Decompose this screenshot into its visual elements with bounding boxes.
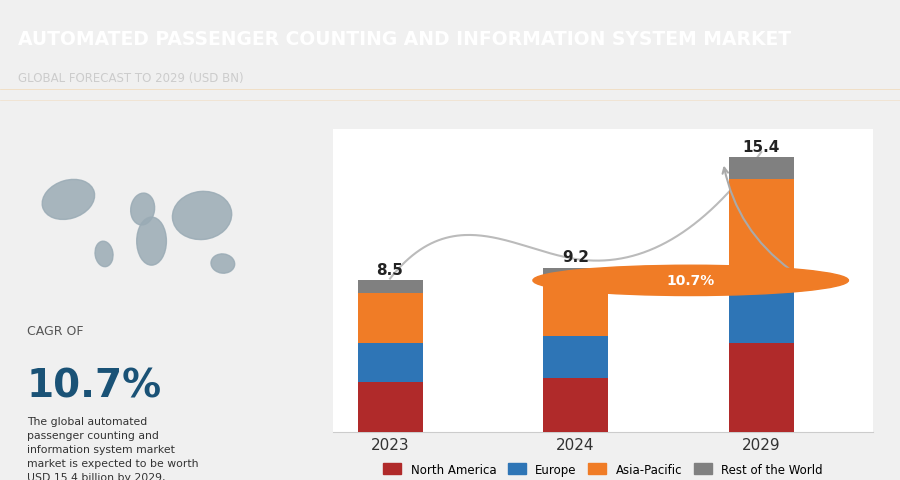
Legend: North America, Europe, Asia-Pacific, Rest of the World: North America, Europe, Asia-Pacific, Res…: [379, 458, 827, 480]
Bar: [357, 281, 422, 293]
Text: AUTOMATED PASSENGER COUNTING AND INFORMATION SYSTEM MARKET: AUTOMATED PASSENGER COUNTING AND INFORMA…: [18, 30, 791, 48]
Bar: [357, 293, 422, 343]
Ellipse shape: [130, 194, 155, 226]
Text: GLOBAL FORECAST TO 2029 (USD BN): GLOBAL FORECAST TO 2029 (USD BN): [18, 72, 244, 85]
Text: 8.5: 8.5: [376, 262, 403, 277]
Text: 10.7%: 10.7%: [27, 367, 162, 405]
Bar: [729, 180, 794, 272]
Ellipse shape: [95, 242, 113, 267]
Text: CAGR OF: CAGR OF: [27, 325, 83, 338]
Bar: [729, 272, 794, 343]
Bar: [729, 343, 794, 432]
Ellipse shape: [42, 180, 94, 220]
Bar: [357, 382, 422, 432]
Bar: [357, 343, 422, 382]
Bar: [543, 379, 608, 432]
Text: 9.2: 9.2: [562, 250, 590, 265]
Ellipse shape: [173, 192, 231, 240]
Ellipse shape: [137, 217, 166, 265]
Ellipse shape: [211, 254, 235, 274]
Bar: [729, 158, 794, 180]
Text: 15.4: 15.4: [742, 140, 780, 155]
Bar: [543, 281, 608, 336]
Circle shape: [533, 266, 849, 296]
Bar: [543, 336, 608, 379]
Text: The global automated
passenger counting and
information system market
market is : The global automated passenger counting …: [27, 416, 198, 480]
Text: 10.7%: 10.7%: [667, 274, 715, 288]
Bar: [543, 268, 608, 281]
